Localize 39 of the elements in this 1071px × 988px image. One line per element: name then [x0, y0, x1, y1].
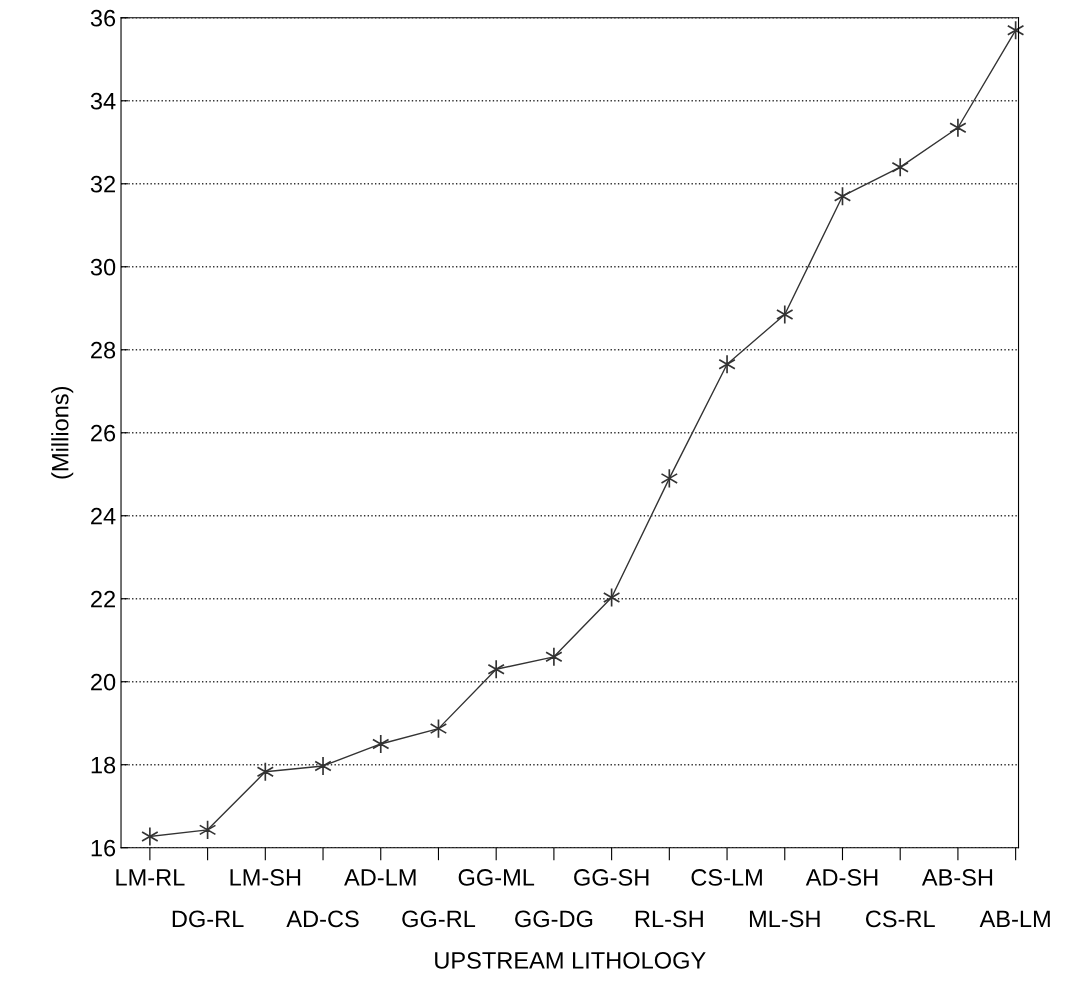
y-tick-label: 24	[91, 507, 116, 525]
x-tick-label: AB-SH	[921, 869, 993, 886]
point	[141, 826, 159, 847]
x-tick-label: GG-RL	[402, 910, 476, 928]
x-tick-label: GG-ML	[458, 869, 535, 886]
y-tick-label: 18	[91, 756, 116, 774]
point	[545, 646, 563, 667]
x-tick-label: ML-SH	[749, 910, 820, 928]
y-tick-label: 30	[90, 258, 116, 276]
x-tick-label: CS-RL	[865, 910, 935, 928]
point	[256, 761, 274, 782]
y-tick-label: 26	[91, 424, 116, 442]
y-tick-label: 34	[90, 92, 116, 110]
y-axis-title: (Millions)	[51, 386, 74, 479]
y-tick-label: 16	[91, 839, 116, 857]
x-tick-label: AB-LM	[979, 910, 1050, 928]
x-tick-label: AD-SH	[805, 869, 878, 886]
x-axis-title: UPSTREAM LITHOLOGY	[435, 952, 706, 969]
point	[372, 734, 390, 754]
y-tick-label: 32	[90, 175, 115, 193]
x-tick-label: LM-RL	[116, 869, 185, 886]
x-tick-label: AD-CS	[286, 910, 359, 928]
point	[949, 117, 967, 138]
y-tick-label: 20	[91, 673, 116, 691]
y-tick-label: 28	[91, 341, 116, 359]
x-tick-label: GG-DG	[515, 910, 593, 928]
x-tick-label: LM-SH	[230, 869, 301, 886]
point	[718, 354, 736, 375]
point	[776, 304, 794, 325]
y-tick-label: 22	[91, 590, 115, 608]
point	[487, 659, 505, 680]
x-tick-label: CS-LM	[691, 869, 762, 886]
point	[314, 756, 332, 776]
x-tick-label: RL-SH	[635, 910, 703, 928]
x-tick-label: DG-RL	[172, 910, 244, 928]
x-tick-label: GG-SH	[574, 869, 649, 886]
y-tick-label: 36	[90, 9, 116, 27]
x-tick-label: AD-LM	[344, 869, 416, 886]
point	[891, 157, 909, 178]
